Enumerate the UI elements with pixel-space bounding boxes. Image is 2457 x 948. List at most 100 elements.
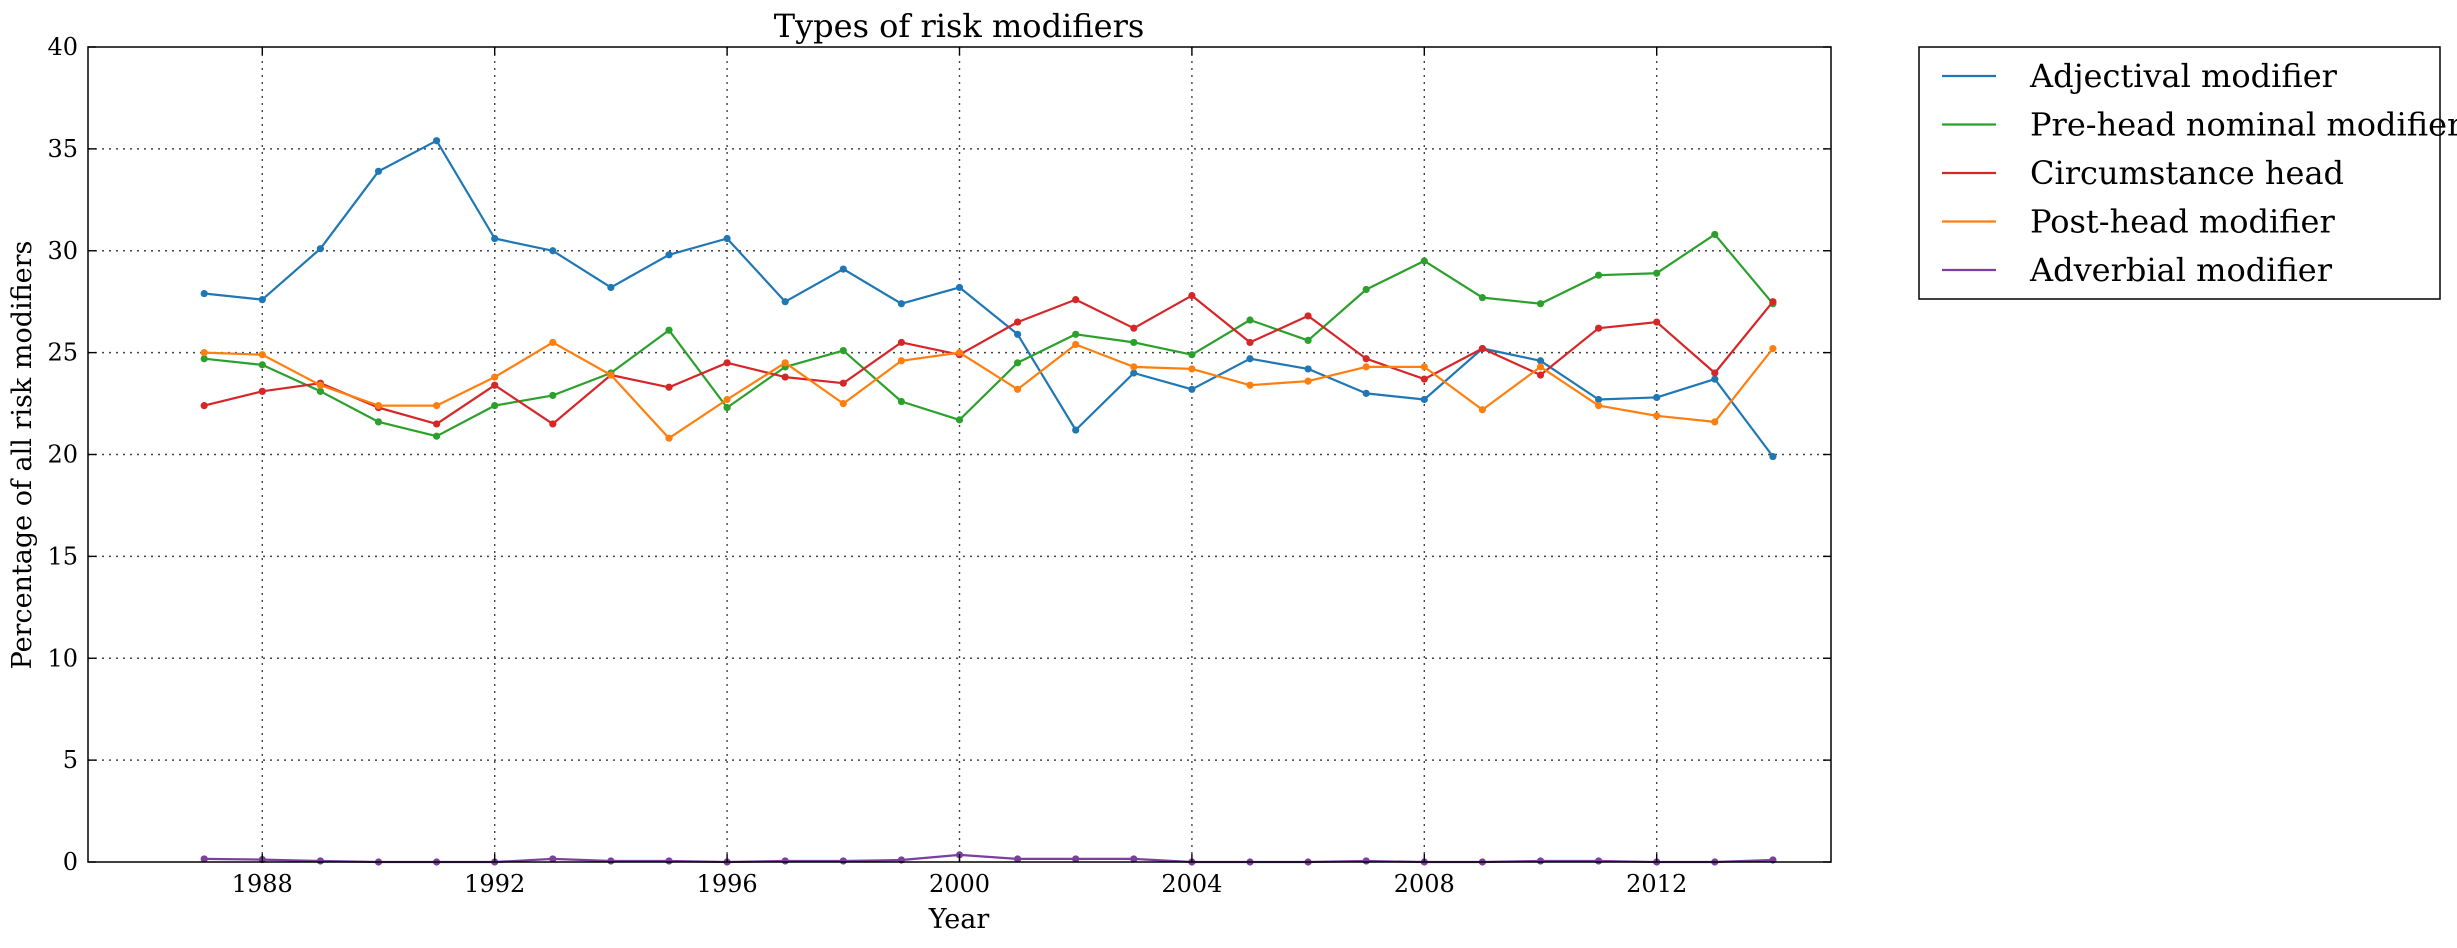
data-point bbox=[1595, 857, 1603, 865]
data-point bbox=[258, 387, 266, 395]
data-point bbox=[1595, 395, 1603, 404]
data-point bbox=[607, 283, 615, 292]
data-point bbox=[1246, 381, 1254, 389]
data-point bbox=[1246, 355, 1254, 363]
data-point bbox=[781, 857, 789, 865]
data-point bbox=[1014, 385, 1022, 393]
y-tick-label: 30 bbox=[47, 237, 78, 265]
data-point bbox=[1362, 389, 1370, 397]
data-point bbox=[839, 346, 847, 355]
data-point bbox=[200, 349, 208, 357]
data-point bbox=[1711, 369, 1719, 377]
data-point bbox=[1711, 375, 1719, 383]
data-point bbox=[1362, 857, 1370, 865]
x-tick-label: 1996 bbox=[697, 870, 758, 898]
data-point bbox=[549, 391, 557, 400]
data-point bbox=[1595, 271, 1603, 279]
data-point bbox=[1188, 351, 1196, 359]
data-point bbox=[955, 283, 964, 292]
data-point bbox=[897, 357, 906, 365]
series-line bbox=[204, 139, 1774, 458]
data-point bbox=[549, 420, 557, 428]
data-point bbox=[1072, 855, 1080, 863]
data-point bbox=[1072, 296, 1080, 304]
x-tick-label: 2012 bbox=[1626, 870, 1687, 898]
data-point bbox=[607, 371, 615, 379]
data-point bbox=[665, 383, 673, 391]
data-point bbox=[1014, 318, 1022, 326]
data-point bbox=[781, 373, 789, 381]
data-point bbox=[1420, 363, 1428, 371]
data-point bbox=[433, 137, 441, 145]
data-point bbox=[1246, 338, 1254, 347]
data-point bbox=[316, 857, 324, 865]
data-point bbox=[1362, 355, 1370, 363]
data-point bbox=[1711, 230, 1719, 239]
data-point bbox=[1536, 371, 1545, 379]
data-point bbox=[665, 326, 673, 334]
data-point bbox=[1014, 359, 1022, 367]
data-point bbox=[897, 300, 906, 308]
legend: Adjectival modifier Pre-head nominal modi… bbox=[1918, 46, 2457, 300]
legend-label: Adjectival modifier bbox=[2029, 57, 2338, 95]
data-point bbox=[258, 361, 266, 369]
chart-title: Types of risk modifiers bbox=[774, 7, 1145, 45]
x-tick-label: 2004 bbox=[1161, 870, 1222, 898]
y-tick-label: 40 bbox=[47, 33, 78, 61]
legend-label: Post-head modifier bbox=[2030, 203, 2335, 241]
data-point bbox=[200, 355, 208, 363]
data-point bbox=[839, 399, 847, 408]
data-point bbox=[491, 381, 499, 389]
data-point bbox=[1653, 412, 1661, 420]
y-tick-label: 15 bbox=[47, 542, 78, 570]
data-point bbox=[433, 402, 441, 410]
axis-ticks: 0 5 10 15 20 25 30 35 40 1988 1992 1996 2000 2004 2008… bbox=[47, 33, 1831, 898]
data-point bbox=[1653, 393, 1661, 402]
data-point bbox=[781, 298, 789, 306]
x-tick-label: 1988 bbox=[232, 870, 293, 898]
data-point bbox=[1188, 291, 1196, 300]
y-tick-label: 20 bbox=[47, 441, 78, 469]
data-point bbox=[897, 338, 906, 347]
data-point bbox=[1769, 344, 1777, 353]
legend-label: Pre-head nominal modifier bbox=[2030, 106, 2457, 144]
data-point bbox=[374, 167, 383, 175]
data-point bbox=[549, 338, 557, 347]
data-point bbox=[1420, 257, 1428, 265]
x-tick-label: 2008 bbox=[1394, 870, 1455, 898]
data-point bbox=[1014, 855, 1022, 863]
data-point bbox=[1072, 330, 1080, 338]
data-point bbox=[258, 296, 266, 304]
series-group bbox=[200, 338, 1777, 442]
data-point bbox=[1769, 298, 1777, 306]
data-point bbox=[1653, 269, 1661, 277]
data-point bbox=[1420, 375, 1428, 383]
data-point bbox=[491, 402, 499, 410]
data-point bbox=[839, 857, 847, 865]
data-point bbox=[839, 265, 847, 273]
data-point bbox=[1130, 369, 1138, 377]
data-point bbox=[491, 373, 499, 381]
data-point bbox=[374, 418, 383, 426]
data-point bbox=[258, 351, 266, 359]
data-point bbox=[1130, 324, 1138, 332]
data-point bbox=[1536, 857, 1545, 865]
data-point bbox=[1478, 344, 1486, 353]
data-point bbox=[1304, 377, 1312, 385]
data-point bbox=[1304, 312, 1312, 320]
data-point bbox=[1595, 402, 1603, 410]
y-tick-label: 5 bbox=[63, 746, 78, 774]
data-point bbox=[1130, 855, 1138, 863]
data-point bbox=[1711, 418, 1719, 426]
x-tick-label: 1992 bbox=[464, 870, 525, 898]
legend-frame bbox=[1918, 46, 2441, 300]
data-point bbox=[1595, 324, 1603, 332]
data-point bbox=[549, 855, 557, 863]
series-line bbox=[203, 294, 1774, 425]
data-point bbox=[1769, 452, 1777, 461]
data-point bbox=[374, 402, 383, 410]
data-point bbox=[200, 402, 208, 410]
data-point bbox=[1653, 318, 1661, 326]
series-group bbox=[200, 137, 1777, 461]
